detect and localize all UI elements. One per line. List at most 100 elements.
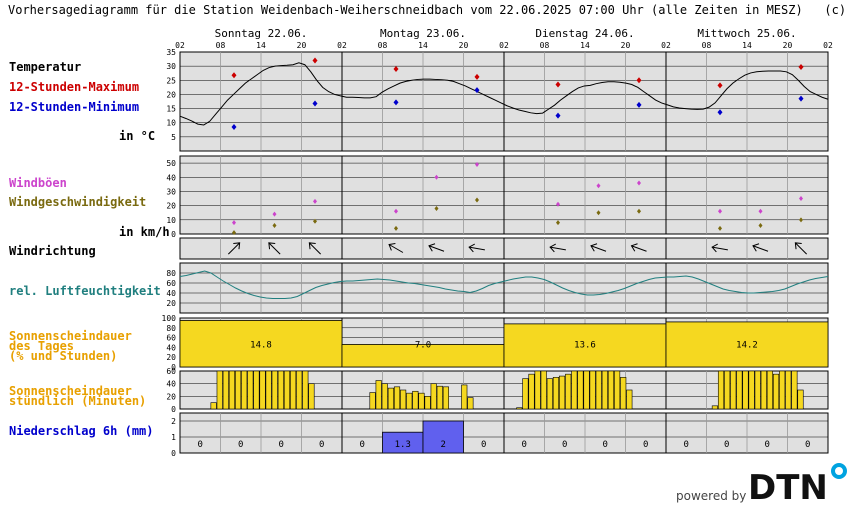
wind-ytick: 40: [166, 173, 176, 182]
sunshine-hourly-bar: [467, 397, 474, 410]
temp-ytick: 35: [166, 48, 176, 57]
hour-tick-label: 14: [742, 41, 752, 50]
sunshine-hourly-bar: [791, 370, 798, 410]
windspeed-marker: [475, 197, 479, 203]
wind-arrow-shaft: [550, 246, 566, 251]
hour-tick-label: 02: [499, 41, 509, 50]
dtn-logo-icon: DTN: [748, 463, 847, 507]
rh-ytick: 40: [166, 289, 176, 298]
sunshine-hourly-bar: [614, 370, 621, 410]
shour-ytick: 0: [171, 405, 176, 414]
powered-by-text: powered by: [676, 489, 747, 503]
sunshine-hourly-bar: [283, 370, 291, 410]
sunshine-hourly-bar: [540, 370, 547, 410]
windspeed-marker: [799, 217, 803, 223]
wind-ytick: 20: [166, 202, 176, 211]
dtn-logo-text: DTN: [748, 468, 828, 507]
prec-ytick: 2: [171, 417, 176, 426]
wind-arrow-head: [268, 242, 276, 250]
sunshine-hourly-bar: [534, 370, 541, 410]
label-precipitation: Niederschlag 6h (mm): [9, 424, 154, 438]
temp-ytick: 15: [166, 105, 176, 114]
min-12h-marker: [393, 99, 399, 106]
windspeed-marker: [718, 225, 722, 231]
wind-arrow: [388, 243, 404, 253]
humidity-line: [179, 270, 829, 299]
min-12h-marker: [798, 95, 804, 102]
label-humidity: rel. Luftfeuchtigkeit: [9, 284, 161, 298]
label-windspeed: Windgeschwindigkeit: [9, 195, 147, 209]
label-12h-minimum: 12-Stunden-Minimum: [9, 100, 140, 114]
rh-ytick: 60: [166, 279, 176, 288]
sunshine-hourly-bar: [412, 390, 419, 410]
sunshine-hourly-bar: [424, 396, 431, 410]
precip-label: 2: [441, 440, 446, 450]
sunshine-hourly-bar: [772, 373, 780, 410]
precip-label: 0: [522, 440, 527, 450]
sunshine-hourly-bar: [779, 370, 786, 410]
wind-arrow: [468, 243, 485, 253]
precip-label: 0: [562, 440, 567, 450]
shour-ytick: 20: [166, 392, 176, 401]
windspeed-marker: [596, 210, 601, 216]
wind-arrow-shaft: [712, 246, 728, 251]
sunshine-hourly-bar: [235, 370, 242, 410]
precip-bar: [422, 420, 464, 454]
wind-arrow-head: [794, 242, 802, 250]
max-12h-marker: [555, 81, 561, 88]
hour-tick-label: 20: [459, 41, 469, 50]
sunshine-hourly-bar: [565, 373, 572, 410]
temp-ytick: 30: [166, 62, 176, 71]
precip-label: 0: [643, 440, 648, 450]
sunshine-hourly-bar: [797, 389, 804, 410]
sunshine-hourly-bar: [583, 370, 590, 410]
label-sunshine-hourly-1: Sonnenscheindauer: [9, 384, 132, 398]
hour-tick-label: 02: [337, 41, 347, 50]
precip-label: 0: [684, 440, 689, 450]
sunshine-hourly-bar: [265, 370, 272, 410]
wind-ytick: 10: [166, 216, 176, 225]
max-12h-marker: [393, 65, 399, 72]
label-wind-unit: in km/h: [119, 225, 170, 239]
sunshine-hourly-bar: [290, 370, 297, 410]
label-sunshine-hourly-2: stündlich (Minuten): [9, 394, 147, 408]
sunshine-hourly-bar: [375, 380, 382, 410]
hour-tick-label: 08: [540, 41, 550, 50]
sunshine-daily-bar: [665, 321, 829, 368]
sunshine-hourly-bar: [381, 383, 388, 410]
sunshine-hourly-bar: [717, 370, 725, 410]
precip-label: 0: [238, 440, 243, 450]
sunshine-hourly-bar: [271, 370, 278, 410]
sunshine-hourly-bar: [442, 386, 449, 410]
wind-arrow: [268, 242, 281, 255]
sunshine-hourly-bar: [760, 370, 767, 410]
sunshine-hourly-bar: [626, 389, 633, 410]
sunshine-hourly-bar: [461, 384, 468, 410]
hour-tick-label: 20: [297, 41, 307, 50]
sunshine-hourly-bar: [559, 375, 566, 410]
wind-arrow-shaft: [590, 245, 607, 252]
sunshine-hourly-bar: [302, 370, 309, 410]
precip-label: 0: [603, 440, 608, 450]
sunshine-hourly-bar: [730, 370, 737, 410]
wind-arrow-head: [630, 243, 638, 252]
max-12h-marker: [798, 63, 804, 70]
windspeed-marker: [434, 205, 439, 211]
wind-arrow-shaft: [794, 242, 808, 255]
wind-ytick: 30: [166, 187, 176, 196]
wind-arrow: [711, 243, 728, 253]
windspeed-marker: [556, 220, 560, 226]
precip-label: 0: [724, 440, 729, 450]
precip-label: 0: [481, 440, 486, 450]
label-sunshine-daily-1: Sonnenscheindauer: [9, 329, 132, 343]
wind-arrow: [630, 243, 647, 252]
label-temp-unit: in °C: [119, 129, 156, 143]
hour-tick-label: 14: [580, 41, 590, 50]
wind-arrow: [752, 243, 769, 252]
prec-ytick: 1: [171, 433, 176, 442]
gust-marker: [799, 196, 803, 202]
sunshine-hourly-bar: [785, 370, 792, 410]
shour-ytick: 40: [166, 380, 176, 389]
hour-tick-label: 02: [823, 41, 833, 50]
precip-label: 0: [360, 440, 365, 450]
